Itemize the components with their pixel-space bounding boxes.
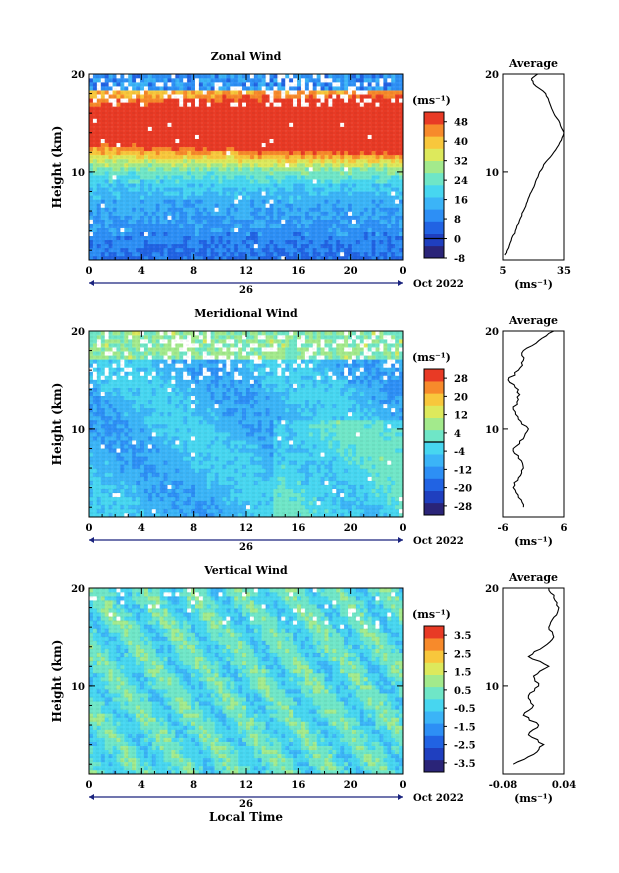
colorbar-swatch — [424, 209, 444, 222]
date-span-arrow-left — [89, 280, 94, 286]
colorbar-swatch — [424, 197, 444, 210]
colorbar-swatch — [424, 136, 444, 149]
colorbar-tick-label: 48 — [454, 118, 468, 129]
date-span-arrow-right — [398, 280, 403, 286]
colorbar-swatch — [424, 245, 444, 259]
profile-x-label: (ms⁻¹) — [514, 278, 553, 291]
x-tick-label: 20 — [344, 266, 358, 277]
profile-line — [504, 73, 565, 256]
colorbar-tick-label: -8 — [454, 254, 465, 265]
colorbar-swatch — [424, 221, 444, 234]
y-tick-label: 20 — [71, 70, 85, 81]
colorbar-tick-label: 32 — [454, 157, 468, 168]
day-label: 26 — [239, 285, 253, 296]
profile-y-tick-label: 20 — [485, 70, 499, 81]
panel-title: Zonal Wind — [211, 50, 282, 63]
colorbar-swatch — [424, 160, 444, 174]
profile-panel: Average 20 10 5 35 (ms⁻¹) — [485, 57, 571, 291]
colorbar-frame — [423, 111, 445, 259]
colorbar-tick-label: 40 — [454, 137, 468, 148]
x-tick-label: 16 — [291, 266, 305, 277]
colorbar-swatch — [424, 185, 444, 198]
colorbar-swatch — [424, 124, 444, 137]
colorbar-unit-label: (ms⁻¹) — [412, 94, 451, 107]
colorbar-swatch — [424, 148, 444, 161]
x-tick-label: 0 — [400, 266, 407, 277]
x-tick-label: 8 — [190, 266, 197, 277]
profile-title: Average — [508, 57, 558, 70]
month-label: Oct 2022 — [413, 279, 464, 290]
x-tick-label: 4 — [138, 266, 145, 277]
colorbar-tick-label: 8 — [454, 215, 461, 226]
colorbar-swatch — [424, 233, 444, 247]
y-tick-label: 10 — [71, 168, 85, 179]
colorbar: 48 40 32 24 16 8 0 -8 (ms⁻¹) — [412, 94, 468, 265]
y-axis-label: Height (km) — [50, 126, 64, 209]
colorbar-tick-label: 16 — [454, 196, 468, 207]
profile-y-tick-label: 10 — [485, 168, 499, 179]
profile-x-tick-label: 5 — [500, 266, 507, 277]
x-tick-label: 12 — [239, 266, 253, 277]
heatmap-texture — [89, 74, 403, 260]
colorbar-tick-label: 24 — [454, 176, 468, 187]
colorbar-tick-label: 0 — [454, 235, 461, 246]
colorbar-swatch — [424, 112, 444, 125]
x-tick-label: 0 — [86, 266, 93, 277]
profile-frame — [502, 73, 565, 261]
profile-x-tick-label: 35 — [557, 266, 571, 277]
colorbar-swatch — [424, 172, 444, 186]
